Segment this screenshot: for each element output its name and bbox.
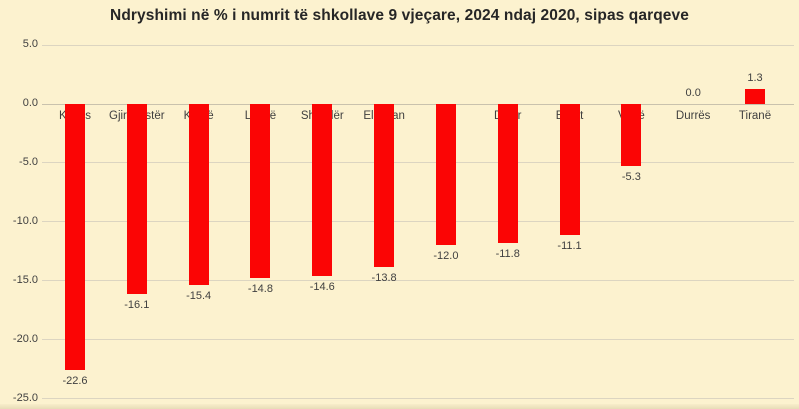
- value-label: -11.8: [495, 248, 520, 260]
- value-label: 0.0: [685, 87, 701, 99]
- bar: [621, 104, 642, 167]
- value-label: -5.3: [621, 171, 641, 184]
- value-label: -14.6: [309, 280, 335, 293]
- bar: [188, 104, 209, 286]
- y-axis-tick-label: -5.0: [19, 155, 38, 168]
- value-label: -12.0: [433, 250, 459, 263]
- y-axis-tick-label: -10.0: [12, 214, 38, 227]
- gridline: [42, 162, 794, 164]
- bar: [497, 104, 518, 243]
- gridline: [42, 44, 794, 46]
- zero-axis-line: [42, 103, 794, 105]
- y-axis-tick-label: 5.0: [22, 38, 38, 51]
- value-label: -15.4: [186, 290, 212, 303]
- value-label: -11.1: [557, 239, 582, 252]
- bar: [126, 104, 147, 294]
- gridline: [42, 280, 794, 282]
- value-label: -22.6: [62, 375, 88, 388]
- bar: [250, 104, 271, 279]
- category-label: Tiranë: [738, 110, 772, 122]
- gridline: [42, 339, 794, 341]
- value-label: 1.3: [747, 71, 763, 84]
- value-label: -14.8: [247, 283, 273, 296]
- value-label: -16.1: [124, 298, 150, 311]
- gridline: [42, 398, 794, 399]
- bar: [435, 104, 456, 246]
- bar: [65, 104, 85, 371]
- category-label: Durrës: [675, 110, 711, 122]
- value-label: -13.8: [371, 271, 397, 284]
- gridline: [42, 221, 794, 223]
- bar: [745, 88, 766, 104]
- y-axis-tick-label: -15.0: [12, 273, 38, 286]
- bar: [559, 104, 580, 235]
- bar: [374, 104, 395, 267]
- y-axis-tick-label: 0.0: [22, 97, 38, 109]
- bottom-edge-shadow: [0, 404, 799, 409]
- chart-title: Ndryshimi në % i numrit të shkollave 9 v…: [110, 7, 689, 24]
- y-axis-tick-label: -25.0: [12, 391, 38, 404]
- bar: [312, 104, 333, 276]
- y-axis-tick-label: -20.0: [12, 332, 38, 345]
